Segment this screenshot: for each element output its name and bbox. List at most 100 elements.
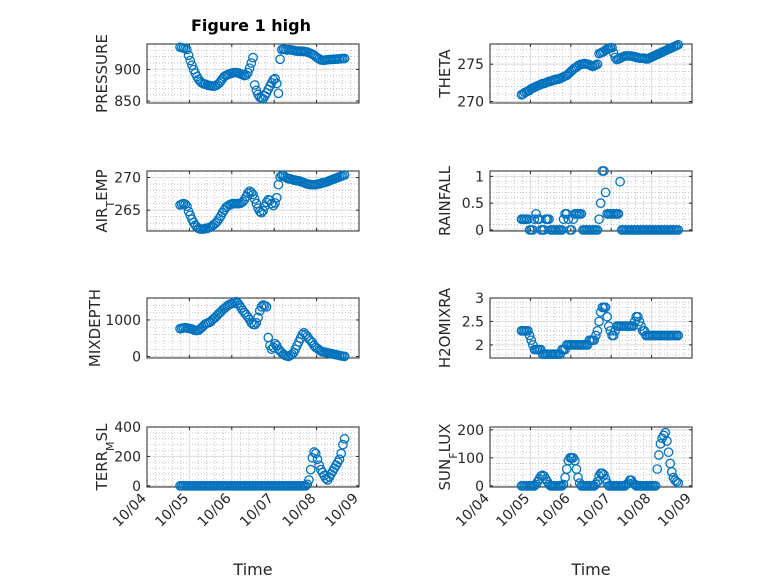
y-tick-label: 265: [114, 203, 141, 219]
y-tick-label: 1: [475, 169, 484, 185]
data-point: [654, 450, 664, 460]
axes-box: [489, 426, 693, 488]
data-point: [529, 214, 540, 225]
axes-box: [146, 426, 360, 488]
data-point: [602, 311, 613, 322]
data-point: [594, 316, 604, 327]
data-point: [187, 60, 197, 71]
data-point: [563, 214, 574, 225]
data-point: [523, 214, 533, 225]
y-tick-label: 200: [114, 449, 141, 465]
data-point: [655, 438, 666, 449]
subplot-h2omixra: 2 2.5 3 H2OMIXRA: [436, 287, 693, 368]
data-point: [568, 214, 579, 225]
data-point: [266, 198, 277, 209]
data-point: [592, 59, 603, 70]
data-point: [271, 192, 282, 203]
data-point: [249, 80, 260, 90]
data-point: [633, 311, 643, 322]
data-point: [673, 478, 684, 488]
y-tick-label: 850: [114, 94, 141, 110]
data-point: [673, 225, 684, 235]
data-point: [531, 209, 541, 219]
data-point: [592, 225, 603, 235]
plot-area: [490, 427, 692, 487]
data-point: [607, 42, 617, 53]
data-point: [297, 329, 308, 340]
data-point: [209, 313, 219, 324]
data-point: [338, 439, 348, 450]
data-point: [673, 330, 684, 341]
data-point: [615, 176, 625, 187]
data-point: [251, 318, 262, 328]
y-tick-label: 270: [457, 95, 484, 111]
data-point: [589, 335, 600, 346]
data-point: [302, 479, 313, 490]
data-point: [600, 187, 611, 198]
y-tick-label: 1000: [105, 313, 141, 329]
data-point: [270, 198, 280, 208]
data-point: [244, 186, 255, 197]
y-axis-label: MIXDEPTH: [86, 289, 104, 367]
data-point: [260, 300, 270, 311]
y-axis-label: TERRMSL: [93, 423, 117, 492]
axes-box: [146, 170, 360, 232]
data-point: [217, 207, 228, 218]
y-tick-label: 2.5: [462, 314, 484, 330]
y-axis-label: THETA: [436, 49, 454, 99]
data-point: [234, 300, 245, 311]
x-axis-label: Time: [570, 560, 610, 579]
y-tick-label: 275: [457, 57, 484, 73]
data-point: [339, 53, 350, 64]
y-tick-label: 3: [475, 291, 484, 307]
data-point: [662, 436, 672, 446]
axes-box: [146, 297, 360, 359]
y-tick-label: 900: [114, 62, 141, 78]
figure-title: Figure 1 high: [191, 16, 311, 35]
data-point: [236, 198, 246, 208]
data-series: [516, 166, 684, 235]
data-point: [182, 201, 192, 212]
data-point: [666, 467, 677, 477]
data-point: [310, 448, 321, 459]
data-point: [523, 325, 533, 336]
y-tick-label: 0.5: [462, 196, 484, 212]
y-tick-label: 0: [132, 479, 141, 495]
data-point: [312, 454, 323, 465]
data-point: [566, 225, 577, 235]
y-axis-label: PRESSURE: [93, 34, 111, 113]
data-series: [516, 427, 684, 491]
data-point: [634, 316, 645, 327]
data-point: [258, 205, 269, 216]
data-point: [608, 330, 619, 341]
axes-box: [146, 43, 360, 104]
data-point: [248, 189, 258, 200]
data-series: [175, 296, 350, 362]
data-point: [558, 214, 569, 225]
axes-box: [489, 297, 693, 359]
data-point: [209, 219, 219, 230]
data-point: [673, 39, 684, 50]
data-point: [287, 349, 297, 360]
data-point: [305, 464, 316, 475]
data-point: [336, 448, 347, 459]
y-tick-label: 200: [457, 423, 484, 439]
data-point: [339, 433, 350, 444]
data-point: [249, 194, 260, 204]
data-series: [175, 433, 350, 491]
axes-box: [489, 43, 693, 104]
data-point: [590, 330, 601, 341]
data-point: [270, 338, 280, 349]
data-point: [671, 476, 682, 487]
data-point: [273, 88, 284, 99]
data-series: [516, 39, 684, 100]
data-point: [573, 472, 583, 483]
data-point: [243, 188, 253, 199]
data-point: [526, 335, 537, 346]
y-axis-label: AIRTEMP: [93, 169, 117, 232]
